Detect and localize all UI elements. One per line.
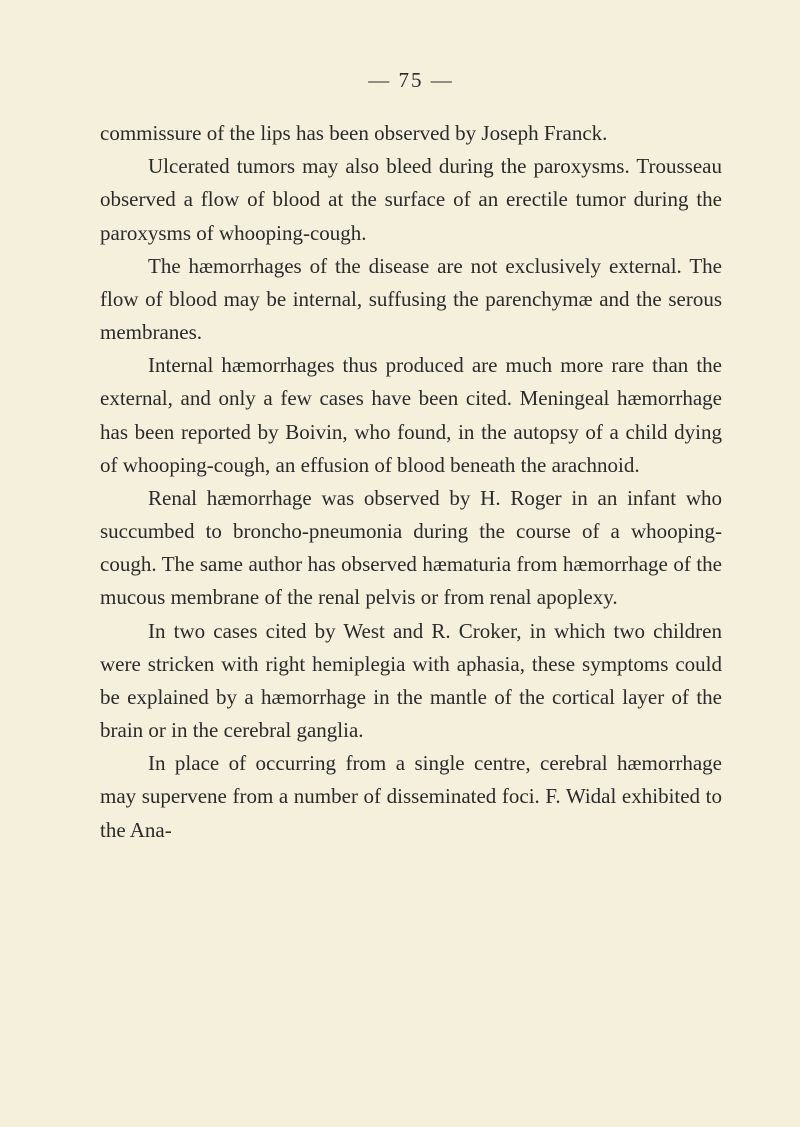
paragraph: Ulcerated tumors may also bleed during t…: [100, 150, 722, 250]
paragraph: Internal hæmorrhages thus produced are m…: [100, 349, 722, 482]
paragraph: Renal hæmorrhage was observed by H. Roge…: [100, 482, 722, 615]
page-number: — 75 —: [100, 68, 722, 93]
paragraph: commissure of the lips has been observed…: [100, 117, 722, 150]
paragraph: In place of occurring from a single cent…: [100, 747, 722, 847]
paragraph: The hæmorrhages of the disease are not e…: [100, 250, 722, 350]
text-content: commissure of the lips has been observed…: [100, 117, 722, 847]
paragraph: In two cases cited by West and R. Croker…: [100, 615, 722, 748]
